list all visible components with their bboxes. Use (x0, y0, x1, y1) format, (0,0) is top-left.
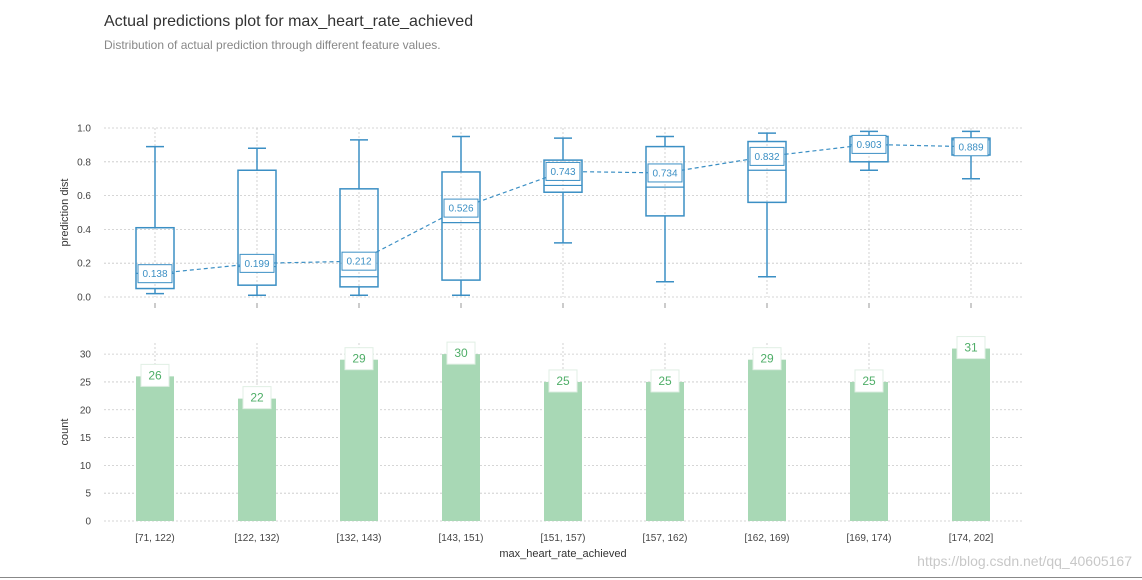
mean-label: 0.526 (448, 204, 473, 215)
count-label: 29 (352, 352, 366, 366)
y-tick-label: 1.0 (77, 124, 91, 135)
mean-label: 0.212 (346, 257, 371, 268)
box-iqr (135, 226, 175, 290)
mean-label: 0.832 (754, 152, 779, 163)
count-bar (748, 359, 786, 521)
x-tick-label: [169, 174) (846, 533, 891, 544)
mean-label: 0.138 (142, 269, 167, 280)
count-bar (442, 354, 480, 521)
y-tick-label: 0.2 (77, 259, 91, 270)
x-tick-label: [132, 143) (336, 533, 381, 544)
count-label: 25 (658, 374, 672, 388)
count-label-box (242, 386, 272, 410)
count-bar (952, 348, 990, 521)
mean-label-box (647, 163, 683, 183)
mean-label-box (239, 253, 275, 273)
box-iqr (543, 159, 583, 193)
count-label: 31 (964, 341, 978, 355)
mean-label: 0.903 (856, 140, 881, 151)
count-bar (136, 376, 174, 521)
box-group (747, 132, 787, 278)
count-bar (646, 381, 684, 521)
mean-label: 0.743 (550, 167, 575, 178)
x-tick-label: [157, 162) (642, 533, 687, 544)
y-tick-label: 5 (85, 489, 91, 500)
y-tick-label: 15 (80, 433, 92, 444)
x-tick-label: [174, 202] (949, 533, 994, 544)
chart-title: Actual predictions plot for max_heart_ra… (104, 13, 474, 30)
count-label: 22 (250, 391, 264, 405)
count-label: 25 (862, 374, 876, 388)
mean-label: 0.199 (244, 259, 269, 270)
y-tick-label: 0.6 (77, 191, 91, 202)
x-axis-label: max_heart_rate_achieved (499, 548, 626, 560)
mean-label-box (341, 251, 377, 271)
y-tick-label: 0.8 (77, 157, 91, 168)
mean-label-box (851, 134, 887, 154)
count-label: 29 (760, 352, 774, 366)
count-label-box (140, 363, 170, 387)
x-tick-label: [143, 151) (438, 533, 483, 544)
count-label: 30 (454, 346, 468, 360)
box-plot-panel: 0.0 0.2 0.4 0.6 0.8 1.0 prediction dist 0.138 0.… (59, 124, 1022, 308)
count-label: 25 (556, 374, 570, 388)
box-iqr (441, 171, 481, 281)
count-label-box (548, 369, 578, 393)
y-tick-label: 0.0 (77, 293, 91, 304)
y-tick-label: 30 (80, 350, 92, 361)
count-label-box (344, 347, 374, 371)
count-bar (850, 381, 888, 521)
count-label-box (650, 369, 680, 393)
x-tick-label: [162, 169) (744, 533, 789, 544)
mean-label-box (545, 161, 581, 181)
y-tick-label: 0 (85, 517, 91, 528)
count-label-box (446, 341, 476, 365)
chart-subtitle: Distribution of actual prediction throug… (104, 38, 441, 52)
y-tick-label: 20 (80, 405, 92, 416)
box-group (645, 135, 685, 283)
count-bar (238, 398, 276, 521)
y-axis-label: count (59, 419, 71, 446)
y-tick-label: 0.4 (77, 225, 91, 236)
box-group (339, 139, 379, 297)
box-group (543, 137, 583, 244)
y-axis-label: prediction dist (59, 179, 71, 247)
mean-label: 0.889 (958, 142, 983, 153)
count-bar (544, 381, 582, 521)
watermark: https://blog.csdn.net/qq_40605167 (917, 553, 1132, 569)
count-bar (340, 359, 378, 521)
count-label-box (752, 347, 782, 371)
mean-label-box (953, 137, 989, 157)
count-label: 26 (148, 368, 162, 382)
mean-label-box (443, 198, 479, 218)
count-label-box (956, 336, 986, 360)
box-iqr (747, 140, 787, 204)
x-tick-label: [71, 122) (135, 533, 174, 544)
count-label-box (854, 369, 884, 393)
box-iqr (339, 188, 379, 288)
bottom-divider (0, 577, 1142, 578)
box-iqr (237, 169, 277, 286)
mean-label-box (749, 146, 785, 166)
x-tick-label: [122, 132) (234, 533, 279, 544)
y-tick-label: 10 (80, 461, 92, 472)
mean-label: 0.734 (652, 168, 677, 179)
box-iqr (645, 145, 685, 217)
x-tick-label: [151, 157) (540, 533, 585, 544)
box-group (441, 135, 481, 297)
mean-label-box (137, 264, 173, 284)
y-tick-label: 25 (80, 377, 92, 388)
count-bar-panel: 0 5 10 15 20 25 30 count 26 22 29 30 25 25 29 25 31 [71, … (59, 336, 1022, 560)
